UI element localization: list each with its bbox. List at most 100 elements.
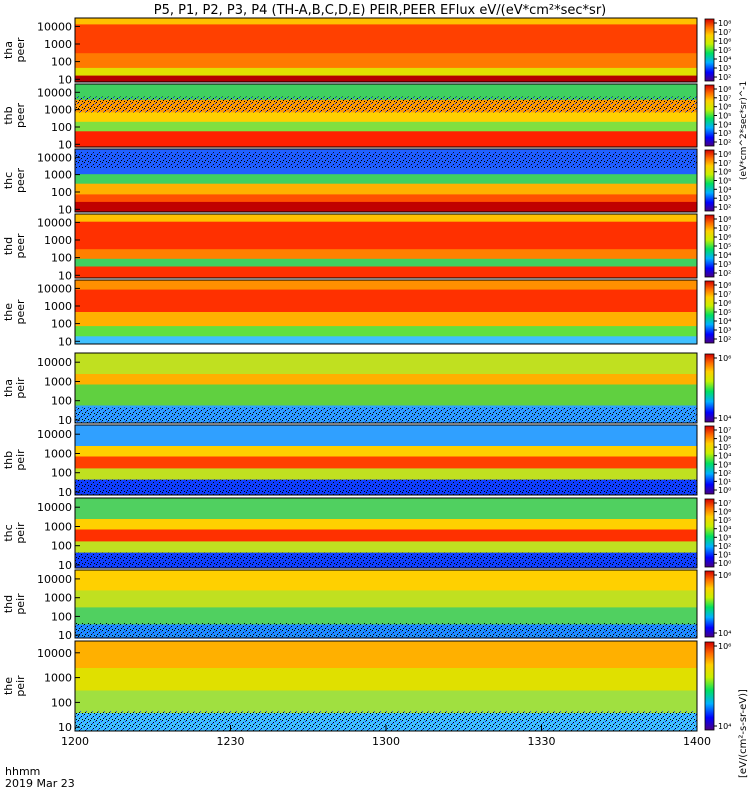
colorbar-tick-label: 10³ <box>718 533 731 542</box>
colorbar-label: [eV/(cm²-s-sr-eV)] <box>738 689 749 778</box>
panel-label-probe: thb <box>2 106 15 124</box>
colorbar-tick-label: 10⁸ <box>718 281 731 290</box>
y-tick-label: 100 <box>51 252 72 265</box>
panel-frame <box>74 569 698 639</box>
colorbar-tick-label: 10⁶ <box>718 642 731 651</box>
colorbar-tick-label: 10¹ <box>718 550 731 559</box>
colorbar-tick-label: 10⁶ <box>718 168 731 177</box>
colorbar-label-top: (eV*cm^2*sec*sr)^-1 <box>739 81 749 180</box>
panel-label-product: peir <box>14 377 27 399</box>
colorbar-tick-label: 10⁴ <box>718 185 731 194</box>
y-tick-label: 10 <box>58 629 72 642</box>
colorbar-tick-label: 10² <box>718 73 731 82</box>
colorbar-tick-label: 10⁷ <box>718 94 731 103</box>
spectrogram-band <box>75 131 697 148</box>
spectrogram-band <box>75 326 697 337</box>
panel-tha-peir: 10000 1000 100 10 tha peir 10⁶ 10⁴ <box>2 352 731 427</box>
spectrogram-band <box>75 201 697 213</box>
panel-label-probe: tha <box>2 41 15 59</box>
panel-frame <box>74 83 698 148</box>
spectrogram-band <box>75 519 697 530</box>
spectrogram-band <box>75 84 697 101</box>
colorbar-tick-label: 10⁶ <box>718 435 731 444</box>
spectrogram-band <box>75 221 697 250</box>
colorbar-tick-label: 10² <box>718 269 731 278</box>
panel-frame <box>74 497 698 569</box>
colorbar-tick-label: 10⁶ <box>718 508 731 517</box>
colorbar-tick-label: 10⁴ <box>718 55 731 64</box>
colorbar-tick-label: 10³ <box>718 129 731 138</box>
colorbar-tick-label: 10⁵ <box>718 308 731 317</box>
colorbar-tick-label: 10² <box>718 469 731 478</box>
panel-label-probe: the <box>2 303 15 321</box>
panel-label-product: peer <box>14 37 27 63</box>
spectrogram-band <box>75 183 697 195</box>
y-tick-label: 100 <box>51 318 72 331</box>
colorbar-tick-label: 10⁵ <box>718 443 731 452</box>
spectrogram-band <box>75 289 697 313</box>
colorbar-tick-label: 10¹ <box>718 477 731 486</box>
colorbar-tick-label: 10⁷ <box>718 224 731 233</box>
panel-tha-peer: 10000 1000 100 10 tha peer 10⁸10⁷10⁶10⁵10⁴10³1… <box>2 17 731 86</box>
spectrogram-band <box>75 214 697 223</box>
panel-the-peir: 10000 1000 100 10 the peir 10⁶ 10⁴ <box>2 640 731 734</box>
panel-label-product: peir <box>14 522 27 544</box>
spectrogram-band <box>75 194 697 203</box>
panel-frame <box>74 213 698 279</box>
spectrogram-band <box>75 374 697 385</box>
spectrogram-band <box>75 468 697 481</box>
x-tick-label: 1330 <box>528 735 556 748</box>
panel-label-probe: thc <box>2 172 15 189</box>
y-tick-label: 10 <box>58 335 72 348</box>
y-tick-label: 1000 <box>44 169 72 182</box>
x-tick-label: 1300 <box>372 735 400 748</box>
panel-frame <box>74 352 698 424</box>
colorbar-tick-label: 10⁷ <box>718 159 731 168</box>
spectrogram-band <box>75 541 697 554</box>
colorbar-tick-label: 10⁷ <box>718 290 731 299</box>
spectrogram-band <box>75 425 697 447</box>
panel-label-product: peer <box>14 168 27 194</box>
panel-label-probe: thd <box>2 595 15 613</box>
colorbar-tick-label: 10² <box>718 335 731 344</box>
y-tick-label: 1000 <box>44 104 72 117</box>
colorbar-tick-label: 10⁶ <box>718 354 731 363</box>
colorbar-tick-label: 10⁸ <box>718 215 731 224</box>
spectrogram-band <box>75 446 697 457</box>
y-tick-label: 10000 <box>37 86 72 99</box>
colorbar-tick-label: 10⁸ <box>718 150 731 159</box>
panel-thd-peir: 10000 1000 100 10 thd peir 10⁶ 10⁴ <box>2 569 731 642</box>
colorbar-tick-label: 10⁶ <box>718 37 731 46</box>
y-tick-label: 10000 <box>37 573 72 586</box>
spectrogram-band <box>75 174 697 185</box>
noise-region <box>75 407 697 423</box>
colorbar <box>704 214 715 278</box>
panel-label-product: peir <box>14 449 27 471</box>
panel-label-product: peer <box>14 299 27 325</box>
spectrogram-band <box>75 18 697 25</box>
colorbar-tick-label: 10⁴ <box>718 525 731 534</box>
y-tick-label: 100 <box>51 56 72 69</box>
y-tick-label: 1000 <box>44 38 72 51</box>
y-tick-label: 10 <box>58 721 72 734</box>
spectrogram-band <box>75 641 697 669</box>
y-tick-label: 10000 <box>37 356 72 369</box>
date-label: 2019 Mar 23 <box>5 777 75 790</box>
spectrogram-band <box>75 456 697 469</box>
colorbar-tick-label: 10⁶ <box>718 233 731 242</box>
y-tick-label: 10000 <box>37 282 72 295</box>
colorbar-tick-label: 10⁴ <box>718 414 731 423</box>
colorbar <box>704 280 715 344</box>
colorbar <box>704 570 715 638</box>
spectrogram-band <box>75 384 697 406</box>
spectrogram-band <box>75 312 697 327</box>
y-tick-label: 10 <box>58 414 72 427</box>
colorbar-tick-label: 10⁵ <box>718 46 731 55</box>
panel-frame <box>74 424 698 496</box>
spectrogram-band <box>75 529 697 542</box>
panel-label-probe: thc <box>2 524 15 541</box>
